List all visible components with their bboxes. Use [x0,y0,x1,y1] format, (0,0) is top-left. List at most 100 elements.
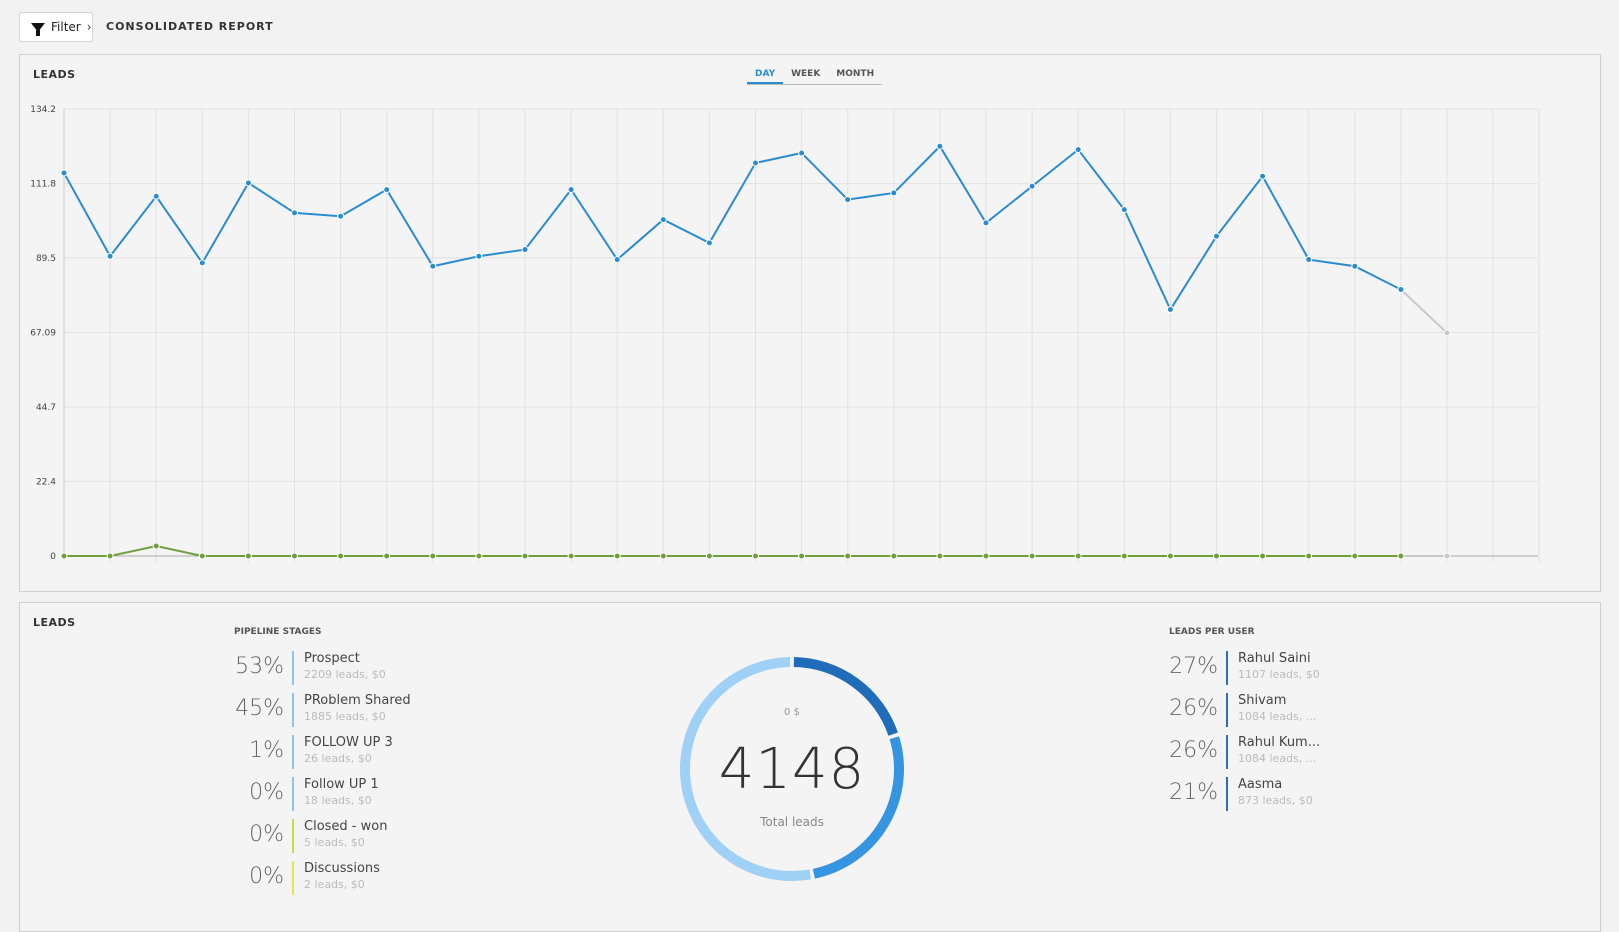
data-point [429,262,437,270]
data-point [60,552,68,560]
data-point [1120,552,1128,560]
stat-color-bar [292,735,294,769]
y-tick-label: 44.7 [36,403,56,413]
stat-subtext: 1084 leads, ... [1238,752,1317,765]
series-line [63,144,1402,312]
stat-color-bar [1226,693,1228,727]
stat-name: Closed - won [304,819,388,834]
stat-name: Rahul Kum... [1238,735,1321,750]
pipeline-stages-heading: PIPELINE STAGES [234,627,322,637]
leads-chart-panel: 0 22.4 44.7 67.09 89.5 111.8 134.2 LEADS DAY W… [19,54,1601,592]
data-point [291,209,298,217]
data-point [337,552,345,560]
stat-name: Shivam [1238,693,1287,708]
donut-segment [812,736,904,879]
data-point [521,552,529,560]
data-point [244,552,252,560]
data-point [152,192,160,200]
data-point [291,552,298,560]
stat-name: Aasma [1238,777,1283,792]
data-point [1213,232,1220,240]
donut-label: Total leads [760,815,824,829]
data-point [152,542,160,550]
donut-ring [680,657,904,881]
stat-subtext: 873 leads, $0 [1238,794,1313,807]
data-point [1397,286,1405,294]
data-point [1074,552,1082,560]
stat-color-bar [292,819,294,853]
data-point [798,552,806,560]
stat-percent: 53% [235,654,284,679]
stat-color-bar [292,693,294,727]
data-point [890,552,898,560]
filter-label: Filter [51,20,81,34]
filter-button[interactable]: Filter › [19,12,93,42]
data-point [798,149,806,157]
stat-name: PRoblem Shared [304,693,411,708]
stat-name: Follow UP 1 [304,777,379,792]
total-leads-donut: 0 $ 4148 Total leads [672,649,912,889]
tab-week[interactable]: WEEK [791,69,821,79]
leads-line-chart: 0 22.4 44.7 67.09 89.5 111.8 134.2 [30,105,1540,562]
data-point [1120,206,1128,214]
data-point [1074,146,1082,154]
data-point [1028,182,1036,190]
donut-total: 4148 [718,737,866,802]
data-point [383,552,391,560]
stat-color-bar [1226,735,1228,769]
range-tabs: DAY WEEK MONTH [747,67,883,85]
data-point [844,552,852,560]
donut-segment [793,657,898,736]
stat-color-bar [292,651,294,685]
data-point [567,186,575,194]
leads-summary-title: LEADS [33,616,76,629]
data-point [475,552,483,560]
stat-name: FOLLOW UP 3 [304,735,393,750]
data-point [567,552,575,560]
stat-percent: 26% [1169,696,1218,721]
funnel-icon [31,22,45,36]
data-point [1397,552,1405,560]
data-point [752,159,759,167]
data-point [1305,552,1313,560]
data-point [475,252,483,260]
data-point [60,169,68,177]
data-point [106,252,114,260]
y-tick-label: 134.2 [30,105,56,115]
data-point [106,552,114,560]
stat-name: Rahul Saini [1238,651,1311,666]
report-title: CONSOLIDATED REPORT [106,20,274,33]
stat-percent: 45% [235,696,284,721]
data-point [752,552,759,560]
data-point [244,179,252,187]
tab-day[interactable]: DAY [747,67,784,84]
leads-chart-title: LEADS [33,68,76,81]
stat-subtext: 5 leads, $0 [304,836,365,849]
y-tick-label: 22.4 [36,477,56,487]
data-point [1351,552,1359,560]
tab-month[interactable]: MONTH [836,69,875,79]
data-point [198,552,206,560]
data-point [1259,172,1267,180]
stat-color-bar [292,861,294,895]
stat-percent: 0% [249,780,284,805]
data-point [521,246,529,254]
stat-subtext: 18 leads, $0 [304,794,372,807]
data-point [1259,552,1267,560]
data-point [613,552,621,560]
stat-subtext: 2209 leads, $0 [304,668,386,681]
data-point [982,552,990,560]
data-point [1166,306,1174,314]
stat-subtext: 26 leads, $0 [304,752,372,765]
y-tick-label: 89.5 [36,254,56,264]
stat-percent: 0% [249,822,284,847]
stat-percent: 26% [1169,738,1218,763]
donut-segment [680,657,812,881]
stat-color-bar [292,777,294,811]
stat-color-bar [1226,777,1228,811]
data-point [383,186,391,194]
stat-name: Prospect [304,651,360,666]
data-point [1028,552,1036,560]
stat-percent: 21% [1169,780,1218,805]
data-point [1213,552,1220,560]
